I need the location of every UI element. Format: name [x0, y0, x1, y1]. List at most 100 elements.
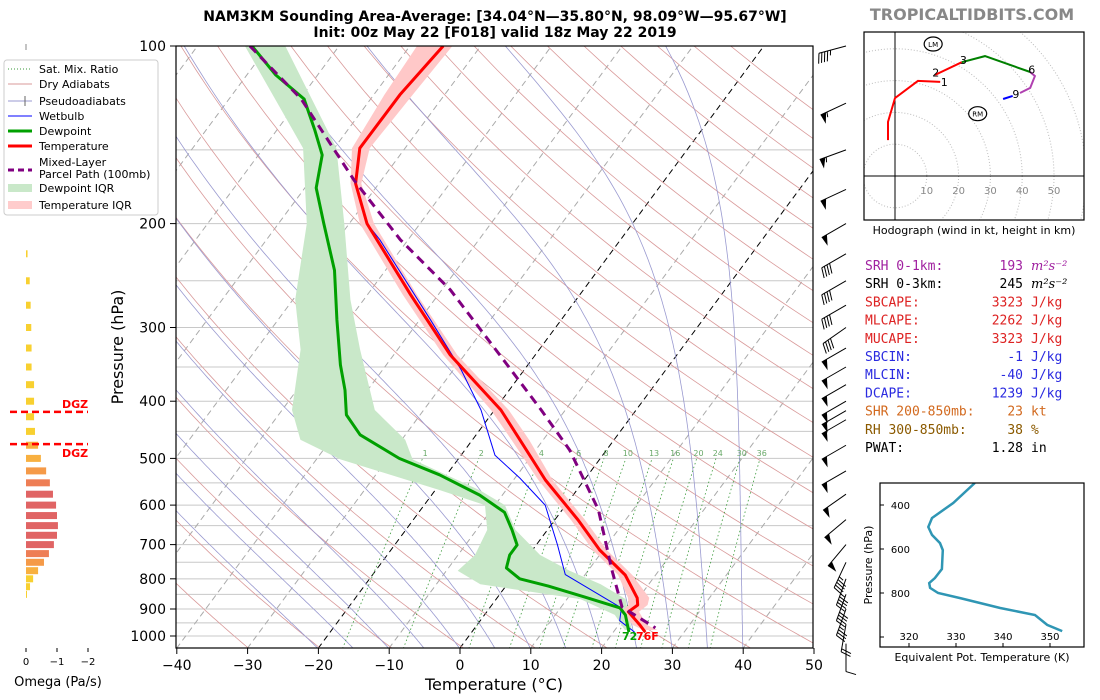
x-tick-label: −20 [304, 658, 334, 674]
index-value: -40 [1000, 368, 1023, 383]
wind-barb [818, 45, 847, 64]
dry-adiabat [473, 46, 813, 324]
omega-bar [26, 301, 31, 309]
dry-adiabat [176, 582, 249, 648]
dry-adiabat [253, 46, 813, 530]
x-tick-label: −10 [374, 658, 404, 674]
legend-label: Temperature IQR [38, 199, 132, 212]
pseudoadiabat [176, 340, 460, 648]
dgz-label: DGZ [62, 398, 88, 411]
temperature-line [354, 46, 647, 633]
x-tick-label: 0 [456, 658, 465, 674]
y-tick-label: 400 [139, 394, 166, 410]
x-tick-label: −30 [233, 658, 263, 674]
barb-shaft [821, 384, 847, 400]
barb-pennant [821, 456, 828, 468]
omega-bar [26, 575, 34, 583]
barb-pennant [819, 157, 826, 169]
barb-pennant [821, 378, 828, 390]
dry-adiabat [176, 457, 393, 648]
wind-barb [820, 102, 847, 124]
barb-pennant [821, 395, 828, 407]
legend-label: Pseudoadiabats [39, 95, 126, 108]
wind-barb [821, 366, 847, 390]
pseudoadiabat [504, 46, 708, 648]
barb-shaft [835, 608, 847, 636]
legend-label: Dry Adiabats [39, 78, 110, 91]
index-unit: % [1031, 423, 1039, 438]
index-value: 23 [1007, 405, 1023, 420]
hodograph-plot: 10 20 30 40 50 12 3 69 LM RM [864, 32, 1084, 220]
dry-adiabat [693, 46, 813, 139]
isotherm [388, 74, 813, 648]
index-unit: J/kg [1031, 350, 1062, 365]
barb-shaft [822, 493, 847, 511]
storm-motion-label: LM [928, 41, 938, 49]
wind-barb [821, 444, 847, 468]
wind-barb [821, 410, 847, 433]
dry-adiabat [217, 46, 813, 567]
barb-full [837, 579, 847, 587]
barb-full [826, 264, 830, 276]
omega-bar [26, 501, 57, 509]
legend-item: Dry Adiabats [8, 78, 110, 91]
hodograph-segment [887, 79, 941, 141]
dry-adiabat [510, 46, 813, 292]
omega-bar [26, 413, 35, 421]
pseudoadiabat [176, 509, 319, 648]
index-row: SBCAPE: 3323 J/kg [865, 295, 1062, 310]
hodograph-tick-label: 10 [920, 186, 933, 197]
mixing-ratio-line [709, 458, 761, 648]
hodograph-tick-label: 40 [1016, 186, 1029, 197]
pseudoadiabat [176, 432, 389, 648]
omega-bar [26, 583, 31, 591]
wind-barb [827, 544, 847, 572]
chart-subtitle: Init: 00z May 22 [F018] valid 18z May 22… [313, 25, 676, 41]
x-tick-label: 50 [805, 658, 823, 674]
hodograph-segment [934, 61, 963, 76]
hodograph-height-label: 3 [960, 54, 967, 67]
temperature-iqr-band [350, 46, 658, 630]
legend-item: Wetbulb [8, 110, 84, 123]
barb-shaft [822, 327, 847, 344]
profile-lines [248, 46, 657, 633]
index-label: RH 300-850mb: [865, 423, 967, 438]
legend-label: Temperature [38, 140, 109, 153]
index-row: MLCIN: -40 J/kg [865, 368, 1062, 383]
wind-barb [821, 470, 847, 494]
barb-shaft [835, 594, 847, 621]
mixing-ratio-label: 36 [757, 449, 767, 458]
isotherm [814, 46, 1100, 649]
pseudoadiabat [176, 217, 531, 648]
index-label: MLCIN: [865, 368, 912, 383]
hodograph-height-label: 6 [1028, 63, 1035, 76]
dry-adiabat [620, 46, 813, 199]
x-tick-label: 10 [522, 658, 540, 674]
skewt-background-lines [176, 46, 1100, 649]
legend-label: Wetbulb [39, 110, 84, 123]
mixing-ratio-line [403, 458, 480, 648]
wind-barb [821, 253, 847, 279]
mixing-ratio-label: 10 [623, 449, 633, 458]
hodograph-height-label: 9 [1012, 88, 1019, 101]
index-row: SRH 0-1km: 193 m²s⁻² [865, 259, 1067, 274]
x-tick-label: −40 [162, 658, 192, 674]
y-tick-label: 100 [139, 39, 166, 55]
dry-adiabat [657, 46, 813, 169]
omega-panel: DGZ DGZ 0 −1 −2 [10, 44, 95, 668]
y-axis-label: Pressure (hPa) [108, 290, 127, 405]
omega-bar [26, 250, 28, 258]
dry-adiabat [180, 46, 813, 605]
barb-full [829, 338, 835, 349]
y-tick-label: 200 [139, 217, 166, 233]
index-value: 2262 [992, 314, 1023, 329]
mixing-ratio-line [687, 458, 741, 648]
storm-motion-marker [968, 106, 988, 122]
wind-barb [833, 562, 847, 595]
index-row: MLCAPE: 2262 J/kg [865, 314, 1062, 329]
legend-label: Mixed-Layer [39, 156, 107, 169]
isotherm [530, 265, 813, 648]
index-label: SBCAPE: [865, 295, 920, 310]
dry-adiabat [437, 46, 813, 356]
omega-bar [26, 397, 35, 405]
